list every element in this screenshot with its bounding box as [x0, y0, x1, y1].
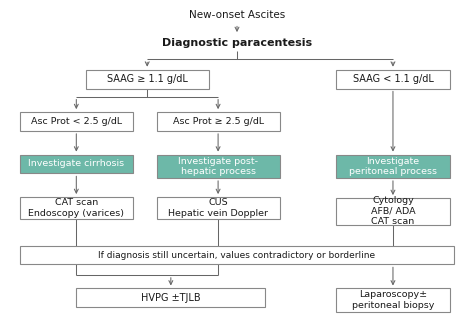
Text: SAAG ≥ 1.1 g/dL: SAAG ≥ 1.1 g/dL [107, 74, 188, 84]
FancyBboxPatch shape [336, 288, 450, 312]
FancyBboxPatch shape [336, 70, 450, 89]
FancyBboxPatch shape [156, 154, 280, 178]
Text: Laparoscopy±
peritoneal biopsy: Laparoscopy± peritoneal biopsy [352, 291, 434, 310]
FancyBboxPatch shape [19, 246, 455, 264]
Text: CUS
Hepatic vein Doppler: CUS Hepatic vein Doppler [168, 198, 268, 218]
Text: If diagnosis still uncertain, values contradictory or borderline: If diagnosis still uncertain, values con… [99, 251, 375, 260]
FancyBboxPatch shape [19, 197, 133, 219]
FancyBboxPatch shape [156, 197, 280, 219]
Text: Cytology
AFB/ ADA
CAT scan: Cytology AFB/ ADA CAT scan [371, 196, 415, 226]
Text: Investigate post-
hepatic process: Investigate post- hepatic process [178, 156, 258, 176]
Text: CAT scan
Endoscopy (varices): CAT scan Endoscopy (varices) [28, 198, 124, 218]
Text: HVPG ±TJLB: HVPG ±TJLB [141, 293, 201, 303]
FancyBboxPatch shape [76, 288, 265, 307]
FancyBboxPatch shape [336, 198, 450, 225]
Text: New-onset Ascites: New-onset Ascites [189, 10, 285, 20]
Text: Investigate cirrhosis: Investigate cirrhosis [28, 159, 124, 169]
FancyBboxPatch shape [19, 112, 133, 131]
Text: Asc Prot ≥ 2.5 g/dL: Asc Prot ≥ 2.5 g/dL [173, 117, 264, 126]
Text: Diagnostic paracentesis: Diagnostic paracentesis [162, 38, 312, 48]
FancyBboxPatch shape [336, 154, 450, 178]
FancyBboxPatch shape [19, 154, 133, 174]
Text: Asc Prot < 2.5 g/dL: Asc Prot < 2.5 g/dL [31, 117, 122, 126]
Text: SAAG < 1.1 g/dL: SAAG < 1.1 g/dL [353, 74, 433, 84]
FancyBboxPatch shape [86, 70, 209, 89]
Text: Investigate
peritoneal process: Investigate peritoneal process [349, 156, 437, 176]
FancyBboxPatch shape [156, 112, 280, 131]
